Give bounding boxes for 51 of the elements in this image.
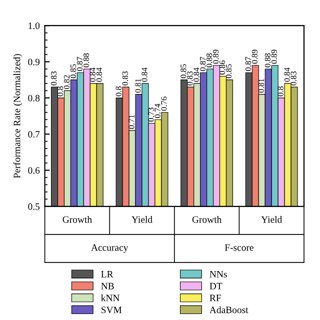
data-label: 0.87 (76, 56, 83, 71)
data-label: 0.74 (154, 104, 160, 118)
data-label: 0.84 (194, 68, 200, 82)
y-tick-label: 0.7 (28, 130, 40, 138)
y-tick-label: 0.9 (28, 58, 40, 66)
legend-label: SVM (102, 306, 122, 314)
y-tick-label: 1.0 (28, 22, 40, 30)
data-label: 0.84 (284, 68, 290, 82)
data-label: 0.88 (83, 53, 90, 68)
data-label: 0.83 (50, 71, 57, 86)
data-label: 0.71 (128, 114, 134, 129)
data-label: 0.88 (264, 53, 270, 68)
text: F-score (224, 244, 254, 251)
data-label: 0.89 (271, 50, 277, 64)
data-label: 0.87 (245, 56, 252, 71)
legend-label: DT (210, 282, 222, 290)
data-label: 0.83 (290, 71, 296, 86)
data-label: 0.88 (206, 53, 212, 68)
data-label: 0.73 (148, 108, 154, 122)
data-label: 0.81 (258, 78, 264, 93)
data-label: 0.84 (96, 68, 102, 82)
legend-label: kNN (101, 294, 120, 302)
legend-label: NB (101, 282, 114, 290)
x-tick-label: Yield (132, 216, 152, 223)
data-label: 0.8 (116, 86, 122, 96)
data-label: 0.89 (212, 50, 219, 64)
data-label: 0.87 (200, 56, 206, 71)
data-label: 0.76 (161, 96, 167, 111)
data-label: 0.82 (64, 75, 70, 89)
x-tick-label: Growth (192, 216, 222, 223)
y-axis-title: Performance Rate (Normalized) (13, 54, 22, 178)
legend-label: RF (210, 294, 221, 302)
data-label: 0.81 (135, 78, 141, 93)
legend-label: LR (101, 271, 114, 278)
data-label: 0.89 (252, 50, 258, 64)
x-tick-label: Yield (261, 216, 282, 223)
y-tick-label: 0.8 (28, 94, 40, 102)
x-tick-label: Growth (62, 216, 92, 223)
data-label: 0.85 (70, 64, 76, 78)
data-label: 0.84 (142, 68, 148, 82)
data-label: 0.8 (278, 86, 284, 96)
legend-label: NNs (210, 271, 227, 278)
data-label: 0.84 (90, 68, 96, 82)
legend-label: AdaBoost (210, 306, 248, 314)
data-label: 0.85 (226, 64, 232, 78)
data-label: 0.83 (187, 71, 193, 86)
y-tick-label: 0.5 (28, 203, 40, 210)
text: Accuracy (91, 244, 128, 253)
data-label: 0.85 (180, 64, 186, 78)
y-tick-label: 0.6 (28, 167, 40, 174)
data-label: 0.83 (122, 71, 128, 86)
